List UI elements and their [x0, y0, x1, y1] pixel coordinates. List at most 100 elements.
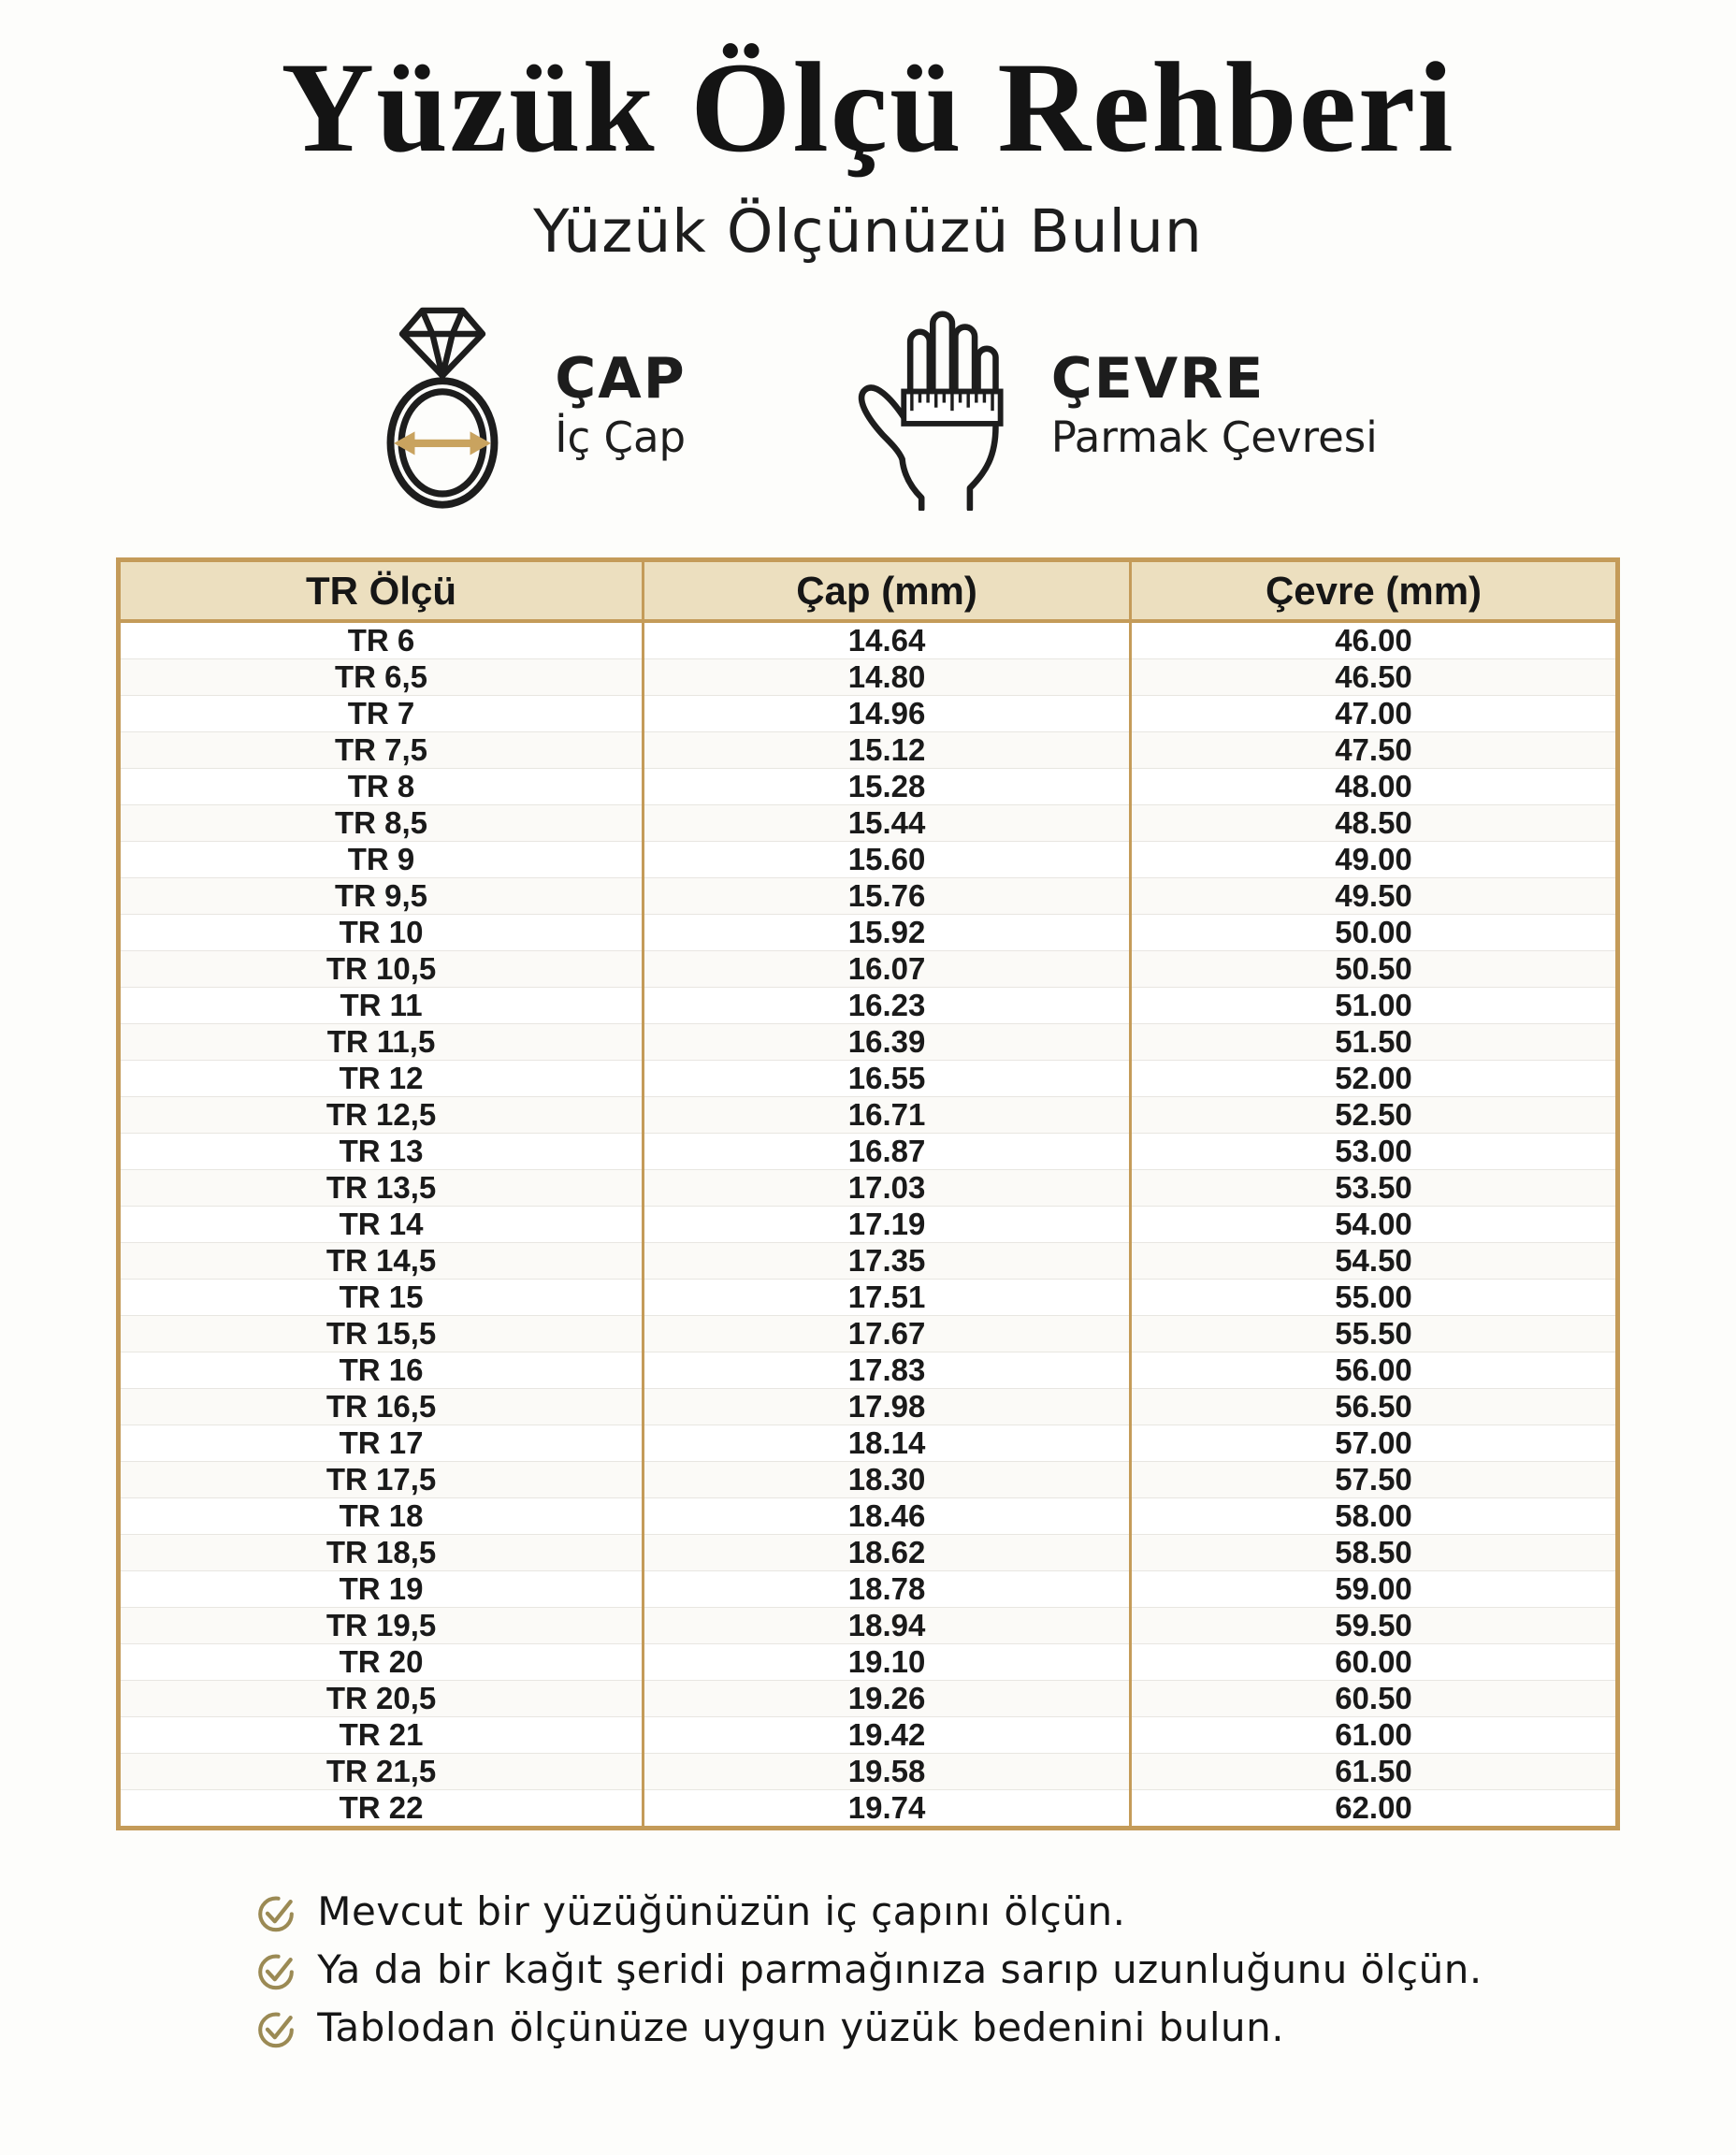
table-row: TR 9 15.60 49.00	[118, 841, 1618, 878]
table-cell: 53.50	[1129, 1169, 1618, 1207]
table-cell: 19.74	[642, 1789, 1131, 1829]
table-cell: 55.00	[1129, 1279, 1618, 1316]
table-row: TR 14,5 17.35 54.50	[118, 1242, 1618, 1280]
table-cell: 55.50	[1129, 1315, 1618, 1352]
table-cell: 60.00	[1129, 1643, 1618, 1681]
table-cell: 17.67	[642, 1315, 1131, 1352]
table-row: TR 16,5 17.98 56.50	[118, 1388, 1618, 1425]
table-cell: 19.42	[642, 1716, 1131, 1754]
table-row: TR 17,5 18.30 57.50	[118, 1461, 1618, 1498]
table-cell: 18.94	[642, 1607, 1131, 1644]
table-cell: TR 13,5	[118, 1169, 644, 1207]
table-cell: TR 7	[118, 695, 644, 732]
hand-ruler-icon	[846, 301, 1023, 511]
legend-label-cevre: ÇEVRE	[1050, 345, 1266, 412]
instruction-text: Mevcut bir yüzüğünüzün iç çapını ölçün.	[317, 1888, 1126, 1935]
legend-item-diameter: ÇAP İç Çap	[358, 302, 686, 510]
table-cell: 15.44	[642, 804, 1131, 842]
table-cell: 56.50	[1129, 1388, 1618, 1425]
check-circle-icon	[253, 1889, 298, 1934]
table-cell: 19.58	[642, 1753, 1131, 1790]
table-cell: 19.10	[642, 1643, 1131, 1681]
legend-sublabel-cap: İç Çap	[555, 412, 687, 462]
table-cell: 51.00	[1129, 987, 1618, 1024]
check-circle-icon	[253, 1947, 298, 1992]
table-cell: 52.00	[1129, 1060, 1618, 1097]
table-cell: TR 13	[118, 1133, 644, 1170]
table-cell: 16.23	[642, 987, 1131, 1024]
table-cell: TR 8	[118, 768, 644, 805]
table-cell: 18.62	[642, 1534, 1131, 1571]
table-cell: TR 22	[118, 1789, 644, 1829]
table-cell: 51.50	[1129, 1023, 1618, 1061]
column-header: TR Ölçü	[118, 559, 644, 624]
ring-size-table: TR Ölçü Çap (mm) Çevre (mm) TR 6 14.64 46.00…	[116, 557, 1620, 1831]
table-row: TR 14 17.19 54.00	[118, 1206, 1618, 1243]
table-cell: 46.50	[1129, 658, 1618, 696]
table-row: TR 12,5 16.71 52.50	[118, 1096, 1618, 1134]
table-cell: TR 9	[118, 841, 644, 878]
table-row: TR 13 16.87 53.00	[118, 1133, 1618, 1170]
table-cell: TR 16,5	[118, 1388, 644, 1425]
instruction-item: Mevcut bir yüzüğünüzün iç çapını ölçün.	[253, 1888, 1482, 1934]
table-cell: TR 9,5	[118, 877, 644, 915]
legend-sublabel-cevre: Parmak Çevresi	[1050, 412, 1378, 462]
table-cell: TR 11,5	[118, 1023, 644, 1061]
table-cell: TR 17	[118, 1425, 644, 1462]
table-cell: 50.00	[1129, 914, 1618, 951]
table-cell: TR 17,5	[118, 1461, 644, 1498]
table-cell: TR 18,5	[118, 1534, 644, 1571]
table-cell: 61.50	[1129, 1753, 1618, 1790]
table-cell: 61.00	[1129, 1716, 1618, 1754]
table-cell: 16.07	[642, 950, 1131, 988]
table-cell: 52.50	[1129, 1096, 1618, 1134]
table-cell: 48.50	[1129, 804, 1618, 842]
table-cell: 53.00	[1129, 1133, 1618, 1170]
table-cell: 54.00	[1129, 1206, 1618, 1243]
table-row: TR 18,5 18.62 58.50	[118, 1534, 1618, 1571]
table-row: TR 6 14.64 46.00	[119, 621, 1618, 659]
table-cell: TR 16	[118, 1352, 644, 1389]
table-cell: 15.76	[642, 877, 1131, 915]
table-cell: TR 18	[118, 1497, 644, 1535]
table-cell: 47.50	[1129, 731, 1618, 769]
table-cell: 58.00	[1129, 1497, 1618, 1535]
table-cell: 16.71	[642, 1096, 1131, 1134]
table-cell: TR 19,5	[118, 1607, 644, 1644]
table-row: TR 7,5 15.12 47.50	[118, 731, 1618, 769]
table-cell: 59.00	[1129, 1570, 1618, 1608]
table-cell: TR 20	[118, 1643, 644, 1681]
table-cell: TR 12,5	[118, 1096, 644, 1134]
instruction-text: Ya da bir kağıt şeridi parmağınıza sarıp…	[317, 1946, 1483, 1993]
legend-label-cap: ÇAP	[555, 345, 687, 412]
table-cell: TR 21,5	[118, 1753, 644, 1790]
table-cell: 50.50	[1129, 950, 1618, 988]
table-row: TR 11,5 16.39 51.50	[118, 1023, 1618, 1061]
table-cell: 16.55	[642, 1060, 1131, 1097]
page-title: Yüzük Ölçü Rehberi	[281, 36, 1455, 179]
table-cell: TR 12	[118, 1060, 644, 1097]
table-cell: 18.14	[642, 1425, 1131, 1462]
column-header: Çap (mm)	[642, 559, 1131, 624]
table-cell: 16.87	[642, 1133, 1131, 1170]
table-cell: 49.50	[1129, 877, 1618, 915]
table-cell: 57.50	[1129, 1461, 1618, 1498]
table-row: TR 20,5 19.26 60.50	[118, 1680, 1618, 1717]
table-cell: TR 14	[118, 1206, 644, 1243]
table-row: TR 9,5 15.76 49.50	[118, 877, 1618, 915]
table-row: TR 17 18.14 57.00	[118, 1425, 1618, 1462]
table-cell: TR 20,5	[118, 1680, 644, 1717]
instructions-list: Mevcut bir yüzüğünüzün iç çapını ölçün. …	[253, 1888, 1482, 2050]
table-cell: 15.92	[642, 914, 1131, 951]
table-cell: 15.60	[642, 841, 1131, 878]
table-cell: 14.80	[642, 658, 1131, 696]
table-row: TR 10 15.92 50.00	[118, 914, 1618, 951]
table-cell: 57.00	[1129, 1425, 1618, 1462]
table-row: TR 8,5 15.44 48.50	[118, 804, 1618, 842]
table-cell: 18.78	[642, 1570, 1131, 1608]
table-cell: TR 6	[347, 623, 415, 658]
table-cell: 15.12	[642, 731, 1131, 769]
table-cell: 48.00	[1129, 768, 1618, 805]
legend-text-diameter: ÇAP İç Çap	[555, 345, 687, 462]
